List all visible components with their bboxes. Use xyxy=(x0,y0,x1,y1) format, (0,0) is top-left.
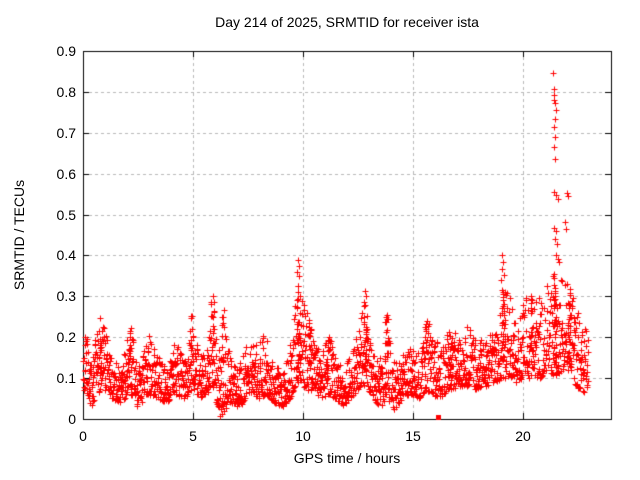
y-tick-label: 0.2 xyxy=(56,329,76,346)
y-tick-label: 0.9 xyxy=(56,43,76,59)
x-axis-label: GPS time / hours xyxy=(293,450,401,466)
x-tick-label: 10 xyxy=(295,428,311,444)
y-tick-label: 0.5 xyxy=(56,206,76,223)
x-tick-label: 5 xyxy=(189,428,197,444)
x-tick-label: 15 xyxy=(405,428,421,444)
y-tick-label: 0.8 xyxy=(56,83,76,100)
y-tick-label: 0.6 xyxy=(56,165,76,182)
y-tick-label: 0.4 xyxy=(56,247,76,264)
y-tick-label: 0.7 xyxy=(56,124,76,141)
y-tick-label: 0 xyxy=(68,411,76,427)
x-tick-label: 20 xyxy=(515,428,531,444)
y-tick-label: 0.1 xyxy=(56,370,76,387)
x-tick-label: 0 xyxy=(79,428,87,444)
y-tick-label: 0.3 xyxy=(56,288,76,305)
